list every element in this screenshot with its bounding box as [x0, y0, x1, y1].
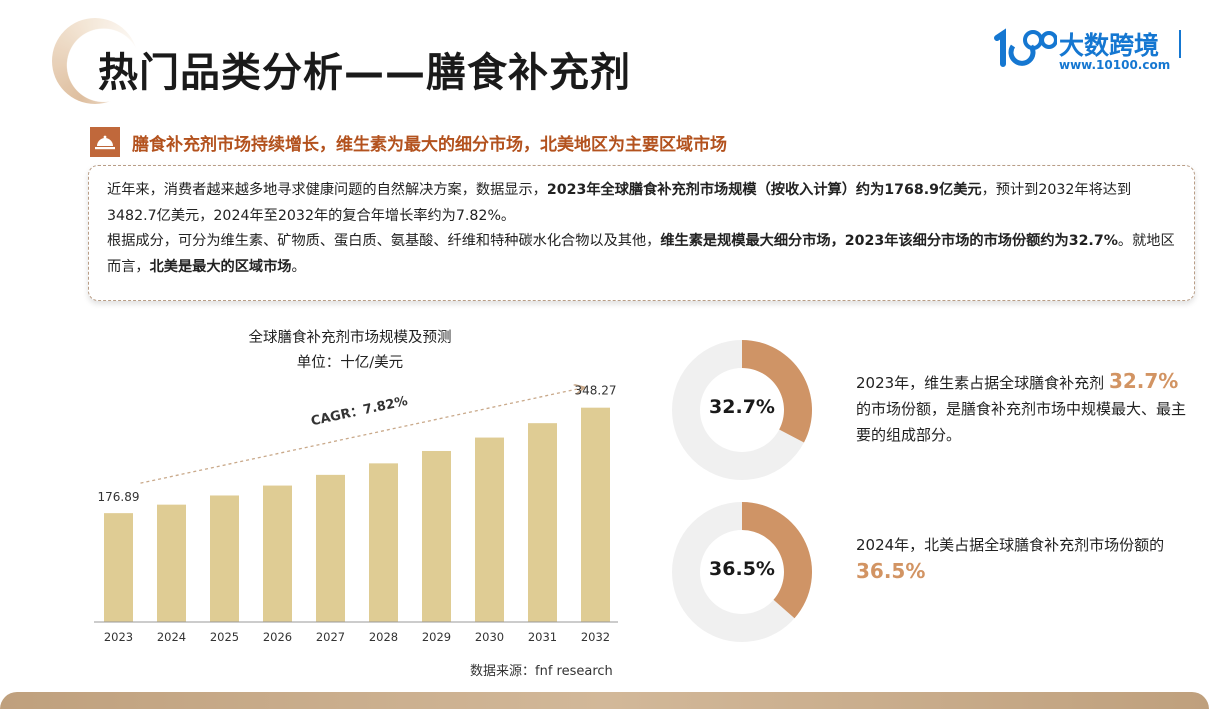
- bar-2031: [528, 423, 557, 622]
- note-north-america: 2024年，北美占据全球膳食补充剂市场份额的 36.5%: [856, 532, 1196, 586]
- donut-label-vitamins: 32.7%: [709, 396, 775, 418]
- desc-text: 近年来，消费者越来越多地寻求健康问题的自然解决方案，数据显示，: [107, 182, 547, 198]
- chart-unit: 单位：十亿/美元: [296, 355, 404, 371]
- decorative-arc: [52, 18, 138, 104]
- donut-chart-vitamins: [672, 340, 812, 480]
- note-text: 2023年，维生素占据全球膳食补充剂: [856, 374, 1109, 392]
- donut-share-slice: [742, 340, 812, 443]
- donut-chart-north-america: [672, 502, 812, 642]
- desc-bold: 2023年全球膳食补充剂市场规模（按收入计算）约为1768.9亿美元: [546, 182, 982, 198]
- bottom-decorative-band: [0, 692, 1209, 709]
- last-value-label: 348.27: [575, 384, 617, 398]
- section-subtitle: 膳食补充剂市场持续增长，维生素为最大的细分市场，北美地区为主要区域市场: [132, 135, 727, 155]
- cagr-arrow: [140, 388, 584, 484]
- desc-bold: 维生素是规模最大细分市场，2023年该细分市场的市场份额约为32.7%: [660, 233, 1118, 249]
- bar-2026: [263, 485, 292, 622]
- note-highlight: 36.5%: [856, 559, 926, 583]
- brand-logo[interactable]: 大数跨境 www.10100.com: [991, 26, 1181, 76]
- x-tick-label: 2031: [528, 630, 557, 644]
- donut-label-north-america: 36.5%: [709, 558, 775, 580]
- desc-text: 。: [291, 258, 306, 275]
- donut-share-slice: [742, 502, 812, 619]
- data-source: 数据来源：fnf research: [470, 664, 613, 679]
- desc-text: 根据成分，可分为维生素、矿物质、蛋白质、氨基酸、纤维和特种碳水化合物以及其他，: [107, 233, 661, 249]
- logo-mark-icon: [994, 28, 1057, 67]
- logo-divider: [1179, 30, 1181, 58]
- desc-text: ，预计到2032年将达到3482.7亿美元，2024年至2032年的复合年增长率…: [107, 182, 1132, 224]
- bar-2030: [475, 437, 504, 622]
- x-tick-label: 2024: [157, 630, 186, 644]
- bar-2025: [210, 495, 239, 622]
- note-text: 的市场份额，是膳食补充剂市场中规模最大、最主要的组成部分。: [856, 400, 1187, 444]
- description-paragraph-1: 近年来，消费者越来越多地寻求健康问题的自然解决方案，数据显示，2023年全球膳食…: [107, 178, 1176, 229]
- bar-2023: [104, 513, 133, 622]
- cagr-annotation: CAGR：7.82%: [310, 394, 409, 429]
- note-text: 2024年，北美占据全球膳食补充剂市场份额的: [856, 536, 1165, 554]
- desc-text: 。就地区而言，: [107, 233, 1175, 275]
- x-tick-label: 2032: [581, 630, 610, 644]
- x-tick-label: 2030: [475, 630, 504, 644]
- desc-bold: 北美是最大的区域市场: [149, 258, 292, 275]
- description-paragraph-2: 根据成分，可分为维生素、矿物质、蛋白质、氨基酸、纤维和特种碳水化合物以及其他，维…: [107, 229, 1176, 280]
- bar-2027: [316, 474, 345, 622]
- x-tick-label: 2026: [263, 630, 292, 644]
- note-highlight: 32.7%: [1108, 369, 1179, 393]
- bar-2029: [422, 450, 451, 622]
- description-box: 近年来，消费者越来越多地寻求健康问题的自然解决方案，数据显示，2023年全球膳食…: [88, 165, 1195, 301]
- x-tick-label: 2029: [422, 630, 451, 644]
- x-tick-label: 2025: [210, 630, 239, 644]
- bar-2028: [369, 463, 398, 622]
- note-vitamins: 2023年，维生素占据全球膳食补充剂 32.7% 的市场份额，是膳食补充剂市场中规…: [856, 368, 1196, 448]
- x-tick-label: 2023: [104, 630, 133, 644]
- bar-chart: 2023 2024 2025 2026 2027 2028 2029 2030 2031 2032…: [94, 384, 618, 644]
- x-tick-label: 2028: [369, 630, 398, 644]
- bar-2032: [581, 407, 610, 622]
- logo-name: 大数跨境: [1059, 31, 1160, 60]
- bar-2024: [157, 504, 186, 622]
- page-title: 热门品类分析——膳食补充剂: [98, 50, 631, 96]
- x-tick-label: 2027: [316, 630, 345, 644]
- logo-url: www.10100.com: [1059, 58, 1171, 72]
- cloche-icon: [90, 127, 120, 157]
- first-value-label: 176.89: [98, 490, 140, 504]
- chart-title: 全球膳食补充剂市场规模及预测: [248, 330, 452, 346]
